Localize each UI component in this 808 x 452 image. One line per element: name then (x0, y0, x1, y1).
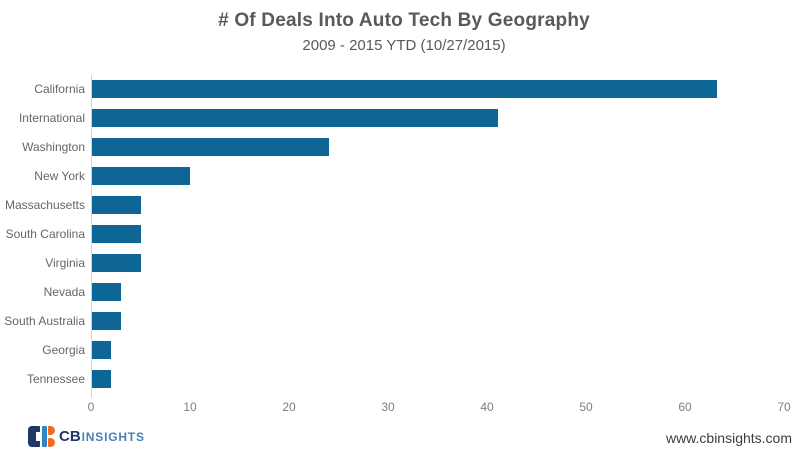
x-tick-label: 50 (579, 400, 593, 414)
x-tick-label: 70 (777, 400, 791, 414)
bar-row: South Australia (0, 306, 786, 335)
bar-row: New York (0, 162, 786, 191)
bar-track (91, 80, 786, 99)
bar-row: California (0, 75, 786, 104)
website-link[interactable]: www.cbinsights.com (665, 430, 792, 446)
bar-track (91, 282, 786, 301)
logo-b-top-dot (48, 426, 55, 435)
bar-track (91, 311, 786, 330)
bar-row: Nevada (0, 277, 786, 306)
category-label: Virginia (45, 255, 85, 270)
bar (91, 167, 191, 186)
bar-row: Washington (0, 133, 786, 162)
bar (91, 311, 121, 330)
bar (91, 340, 111, 359)
category-label: Nevada (43, 284, 85, 299)
y-axis-line (91, 75, 92, 398)
bar-row: Tennessee (0, 364, 786, 393)
logo-b-bar (42, 426, 47, 447)
x-axis-tick-labels: 0 10 20 30 40 50 60 70 (87, 400, 791, 416)
x-tick-label: 40 (480, 400, 494, 414)
category-label: California (34, 82, 85, 97)
bar-row: South Carolina (0, 220, 786, 249)
logo-b-bottom-dot (48, 438, 55, 447)
bar-track (91, 167, 786, 186)
bar-track (91, 196, 786, 215)
category-label: New York (34, 169, 85, 184)
bar-chart: California International Washington New Yor… (0, 75, 786, 393)
chart-subtitle: 2009 - 2015 YTD (10/27/2015) (302, 37, 506, 54)
bar (91, 196, 141, 215)
bar (91, 224, 141, 243)
bar (91, 282, 121, 301)
bar-row: Georgia (0, 335, 786, 364)
bar-track (91, 369, 786, 388)
bar (91, 253, 141, 272)
category-label: International (18, 111, 85, 126)
bar-track (91, 138, 786, 157)
bar-row: International (0, 104, 786, 133)
x-tick-label: 0 (87, 400, 95, 414)
bar-track (91, 340, 786, 359)
category-label: Georgia (42, 342, 85, 357)
category-label: Massachusetts (4, 198, 85, 213)
chart-title: # Of Deals Into Auto Tech By Geography (218, 10, 590, 31)
logo-text-cb: CB (59, 428, 81, 445)
bar-row: Massachusetts (0, 191, 786, 220)
bar-track (91, 224, 786, 243)
category-label: Tennessee (26, 371, 85, 386)
bar-row: Virginia (0, 248, 786, 277)
category-label: South Carolina (5, 226, 85, 241)
category-label: Washington (22, 140, 85, 155)
x-tick-label: 30 (381, 400, 395, 414)
bar (91, 80, 717, 99)
logo-text-insights: INSIGHTS (81, 429, 145, 444)
logo-c-notch (36, 432, 40, 441)
x-tick-label: 20 (282, 400, 296, 414)
bar (91, 138, 330, 157)
bar-track (91, 253, 786, 272)
x-tick-label: 10 (183, 400, 197, 414)
bar (91, 369, 111, 388)
bar (91, 109, 499, 128)
cbinsights-logo-icon (28, 426, 55, 447)
bar-track (91, 109, 786, 128)
logo-c-block (28, 426, 40, 447)
cbinsights-logo: CB INSIGHTS (28, 426, 145, 447)
x-tick-label: 60 (678, 400, 692, 414)
category-label: South Australia (4, 313, 85, 328)
